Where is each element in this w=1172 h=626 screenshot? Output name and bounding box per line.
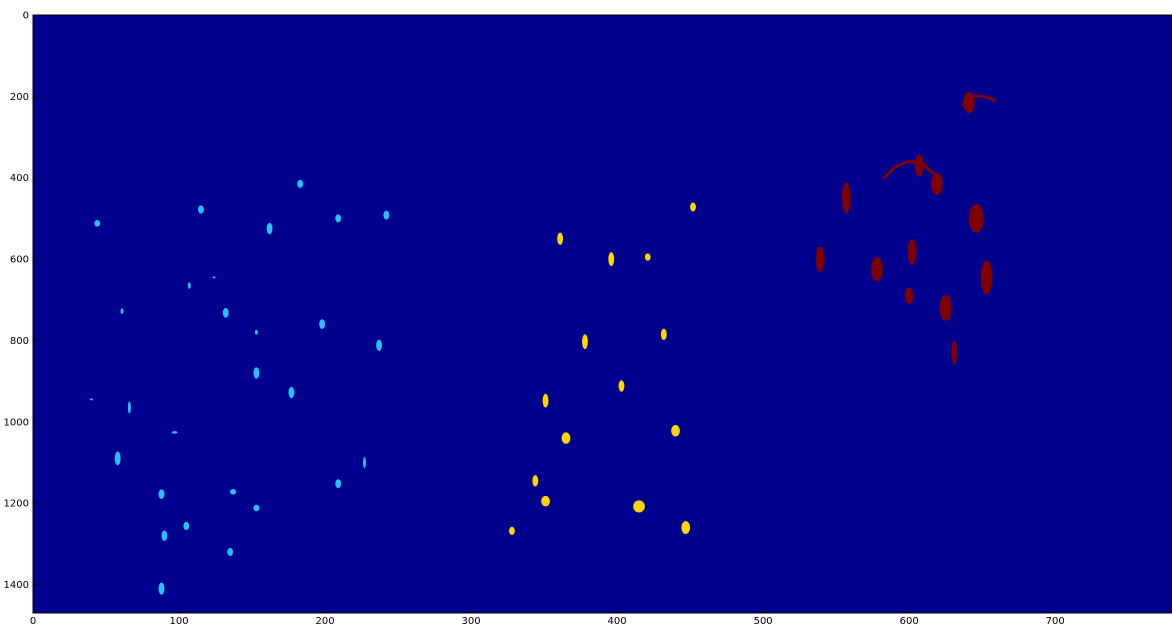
- blob-mark-s1-2: [608, 252, 615, 266]
- blob-mark-s0-10: [319, 319, 326, 330]
- blob-mark-s2-2: [841, 182, 851, 214]
- blob-mark-s0-16: [114, 451, 121, 466]
- blob-mark-s0-23: [161, 530, 168, 541]
- blob-mark-s0-17: [363, 456, 366, 469]
- blob-mark-s2-4: [969, 203, 984, 234]
- blob-mark-s0-0: [94, 220, 101, 227]
- blob-mark-s0-3: [335, 214, 342, 223]
- blob-mark-s2-9: [904, 287, 914, 304]
- blob-mark-s0-14: [127, 401, 131, 414]
- blob-mark-s2-7: [871, 257, 883, 282]
- blob-mark-s0-21: [253, 504, 260, 512]
- blob-mark-s2-3: [931, 172, 943, 196]
- blob-mark-s1-9: [561, 432, 571, 444]
- blob-mark-s0-24: [227, 547, 234, 557]
- x-tick-label: 300: [462, 616, 481, 626]
- y-tick-label: 600: [10, 255, 29, 266]
- y-tick-label: 1000: [4, 417, 29, 428]
- blob-mark-s2-10: [939, 294, 952, 321]
- blob-mark-s0-12: [253, 367, 260, 379]
- blob-mark-s1-1: [557, 232, 564, 245]
- blob-mark-s1-14: [509, 526, 515, 535]
- y-tick-label: 1200: [4, 499, 29, 510]
- blob-mark-s0-27: [89, 398, 93, 401]
- axes-layer: 0 100 200 300 400 500 600 700 0 200 400 600 800 1000 1…: [4, 11, 1172, 626]
- blob-mark-s0-13: [288, 386, 295, 399]
- blob-mark-s0-25: [158, 582, 165, 595]
- blob-mark-s1-4: [582, 334, 588, 349]
- blob-mark-s0-15: [171, 431, 178, 434]
- x-tick-label: 500: [754, 616, 773, 626]
- blob-mark-s2-6: [815, 246, 825, 273]
- blob-mark-s1-3: [644, 253, 651, 261]
- blob-mark-s1-8: [671, 425, 680, 437]
- blob-mark-s1-0: [690, 202, 696, 212]
- x-tick-label: 0: [30, 616, 36, 626]
- blob-mark-s0-7: [120, 308, 124, 314]
- blob-mark-s0-19: [158, 489, 165, 500]
- y-tick-label: 400: [10, 173, 29, 184]
- blob-mark-s0-20: [230, 488, 236, 495]
- blob-mark-s0-18: [335, 479, 342, 489]
- blob-mark-s2-11: [951, 340, 958, 365]
- x-tick-label: 100: [169, 616, 188, 626]
- plot-frame: [32, 14, 1172, 614]
- y-tick-label: 200: [10, 92, 29, 103]
- blob-mark-s1-5: [660, 328, 667, 341]
- blob-mark-s1-6: [618, 380, 625, 392]
- plot-area: [33, 15, 1172, 613]
- blob-mark-s0-1: [198, 205, 204, 214]
- blob-mark-s1-11: [541, 495, 550, 507]
- blob-mark-s0-4: [383, 210, 390, 220]
- y-tick-label: 1400: [4, 580, 29, 591]
- blob-mark-s0-2: [297, 179, 304, 188]
- blob-mark-s2-0: [963, 91, 975, 114]
- blob-mark-s1-12: [633, 500, 645, 513]
- arc-mark-1: [882, 159, 935, 180]
- blob-marks-layer: [89, 91, 993, 595]
- blob-mark-s2-8: [980, 260, 993, 295]
- blob-mark-s1-10: [532, 475, 539, 487]
- blob-mark-s2-1: [914, 154, 924, 177]
- blob-mark-s0-26: [212, 276, 216, 279]
- blob-mark-s1-7: [542, 393, 549, 408]
- blob-mark-s2-5: [907, 238, 917, 265]
- blob-mark-s0-8: [222, 307, 229, 318]
- blob-mark-s0-11: [376, 339, 383, 352]
- x-tick-label: 600: [900, 616, 919, 626]
- blob-mark-s0-6: [187, 282, 191, 289]
- x-tick-label: 200: [316, 616, 335, 626]
- blob-mark-s0-22: [183, 521, 190, 531]
- blob-mark-s0-9: [254, 329, 258, 335]
- blob-mark-s0-5: [266, 222, 273, 235]
- y-tick-label: 0: [23, 11, 29, 22]
- blob-mark-s1-13: [681, 521, 691, 535]
- y-tick-label: 800: [10, 336, 29, 347]
- x-tick-label: 700: [1046, 616, 1065, 626]
- x-tick-label: 400: [608, 616, 627, 626]
